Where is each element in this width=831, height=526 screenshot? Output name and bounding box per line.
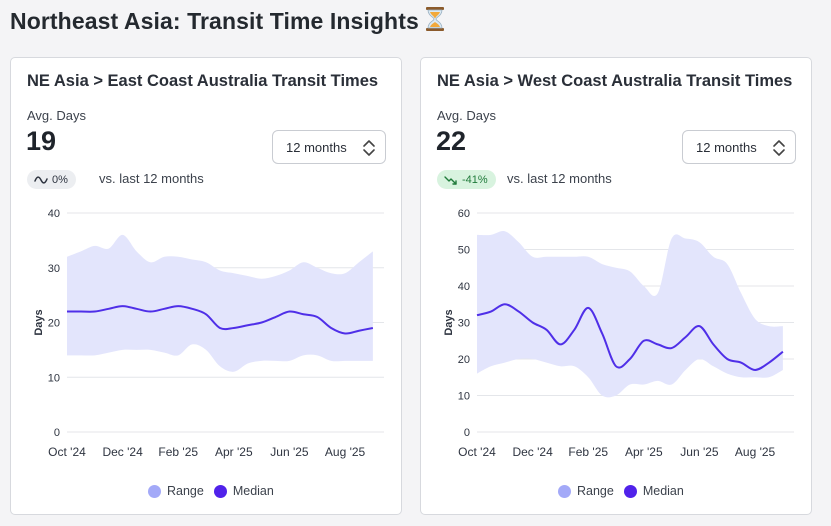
median-line [67,305,374,335]
tilde-trend-icon [34,175,48,185]
y-tick-label: 0 [464,427,470,439]
y-tick-label: 10 [48,372,60,384]
period-select-value: 12 months [286,140,347,155]
legend-item-range[interactable]: Range [148,484,204,498]
x-tick-label: Feb '25 [568,445,608,459]
y-tick-label: 40 [48,208,60,220]
legend-label-median: Median [232,484,274,498]
legend-item-median[interactable]: Median [213,484,274,498]
y-tick-label: 60 [458,208,470,220]
range-band [477,231,783,398]
x-tick-label: Oct '24 [458,445,496,459]
y-axis-label: Days [33,309,45,335]
legend-swatch-median [213,484,227,498]
legend-item-median[interactable]: Median [623,484,684,498]
x-tick-label: Aug '25 [735,445,776,459]
chart-legend: Range Median [148,482,284,500]
page-title-text: Northeast Asia: Transit Time Insights [10,8,419,34]
transit-time-chart: 0 10 20 30 40 50 60 Days Oct '24 Dec '24 Feb '25 Ap… [443,208,794,459]
delta-value: -41% [462,173,488,186]
legend-swatch-range [558,484,571,498]
hourglass-icon [423,6,447,38]
metric-label: Avg. Days [27,108,87,123]
x-tick-label: Jun '25 [680,445,719,459]
chevron-up-down-icon [362,139,376,157]
legend-label-range: Range [577,484,614,498]
x-tick-label: Apr '25 [625,445,663,459]
x-tick-label: Apr '25 [215,445,253,459]
y-axis-label: Days [443,309,455,335]
x-tick-label: Dec '24 [512,445,553,459]
period-select[interactable]: 12 months [272,130,386,164]
y-tick-label: 10 [458,391,470,403]
card-title: NE Asia > West Coast Australia Transit T… [437,72,793,90]
legend-swatch-range [148,484,161,498]
trend-down-icon [444,175,458,185]
chart-legend: Range Median [558,482,694,500]
chevron-up-down-icon [772,139,786,157]
delta-badge: 0% [27,170,76,189]
median-line [476,303,784,371]
y-tick-label: 50 [458,245,470,257]
x-tick-label: Aug '25 [325,445,366,459]
delta-badge: -41% [437,170,496,189]
x-tick-label: Dec '24 [102,445,143,459]
page-title: Northeast Asia: Transit Time Insights [10,6,447,38]
x-tick-label: Oct '24 [48,445,86,459]
x-tick-label: Feb '25 [158,445,198,459]
period-select[interactable]: 12 months [682,130,796,164]
metric-value: 19 [26,126,57,156]
range-band [67,234,373,372]
y-tick-label: 40 [458,281,470,293]
east-coast-card: NE Asia > East Coast Australia Transit T… [10,57,402,515]
x-tick-label: Jun '25 [270,445,309,459]
compare-text: vs. last 12 months [507,171,612,186]
period-select-value: 12 months [696,140,757,155]
legend-label-median: Median [642,484,684,498]
compare-text: vs. last 12 months [99,171,204,186]
metric-value: 22 [436,126,467,156]
legend-label-range: Range [167,484,204,498]
transit-time-chart: 0 10 20 30 40 Days Oct '24 Dec '24 Feb '25 Apr '2… [33,208,384,459]
legend-swatch-median [623,484,637,498]
card-title: NE Asia > East Coast Australia Transit T… [27,72,379,90]
y-tick-label: 20 [458,354,470,366]
y-tick-label: 20 [48,318,60,330]
y-tick-label: 30 [458,318,470,330]
y-tick-label: 0 [54,427,60,439]
delta-value: 0% [52,173,68,186]
west-coast-card: NE Asia > West Coast Australia Transit T… [420,57,812,515]
metric-label: Avg. Days [437,108,497,123]
legend-item-range[interactable]: Range [558,484,614,498]
y-tick-label: 30 [48,263,60,275]
